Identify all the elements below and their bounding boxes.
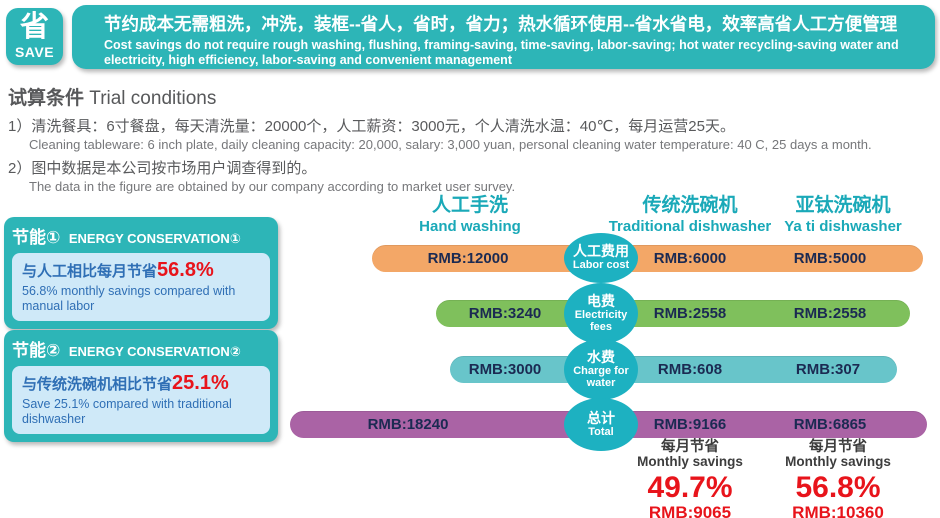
column-header-en: Traditional dishwasher	[608, 218, 772, 235]
trial-item2-en: The data in the figure are obtained by o…	[29, 179, 516, 194]
circle-water-charge: 水费 Charge for water	[564, 339, 638, 400]
value-water-hand: RMB:3000	[468, 361, 542, 378]
trial-title-en: Trial conditions	[84, 88, 217, 109]
energy-box-2-desc: Save 25.1% compared with traditional dis…	[22, 397, 232, 426]
savings-percent: 56.8%	[795, 471, 881, 505]
energy-conservation-box-1: 节能① ENERGY CONSERVATION① 与人工相比每月节省56.8% …	[4, 217, 278, 329]
savings-label-cn: 每月节省	[808, 439, 867, 455]
value-electricity-traditional: RMB:2558	[653, 305, 727, 322]
value-total-traditional: RMB:9166	[653, 416, 727, 433]
trial-title: 试算条件 Trial conditions	[8, 83, 928, 110]
circle-label-cn: 电费	[587, 292, 615, 309]
column-header-hand-washing: 人工手洗 Hand washing	[419, 190, 521, 235]
trial-item1-en: Cleaning tableware: 6 inch plate, daily …	[29, 137, 872, 152]
value-electricity-yati: RMB:2558	[793, 305, 867, 322]
value-total-yati: RMB:6865	[793, 416, 867, 433]
column-header-traditional-dishwasher: 传统洗碗机 Traditional dishwasher	[609, 190, 772, 235]
save-badge: 省 SAVE	[6, 8, 63, 65]
column-header-yati-dishwasher: 亚钛洗碗机 Ya ti dishwasher	[784, 190, 902, 235]
value-labor-hand: RMB:12000	[427, 250, 509, 267]
circle-label-en: Total	[588, 425, 614, 438]
savings-label-en: Monthly savings	[785, 454, 891, 470]
monthly-savings-yati: 每月节省 Monthly savings 56.8% RMB:10360	[785, 439, 891, 518]
value-water-traditional: RMB:608	[657, 361, 723, 378]
energy-box-1-body: 与人工相比每月节省56.8% 56.8% monthly savings com…	[12, 253, 270, 321]
energy-box-1-title-cn: 节能①	[12, 228, 61, 247]
circle-electricity-fees: 电费 Electricity fees	[564, 283, 638, 344]
save-badge-cn: 省	[19, 11, 49, 43]
bar-electricity-fees	[436, 300, 910, 327]
energy-box-1-line: 与人工相比每月节省56.8%	[22, 259, 260, 282]
column-header-cn: 亚钛洗碗机	[795, 195, 891, 216]
circle-label-en: Electricity fees	[574, 309, 628, 333]
column-header-cn: 人工手洗	[431, 195, 508, 216]
trial-item2-cn: 2）图中数据是本公司按市场用户调查得到的。	[8, 160, 317, 177]
energy-conservation-box-2: 节能② ENERGY CONSERVATION② 与传统洗碗机相比节省25.1%…	[4, 330, 278, 442]
energy-box-1-line-cn: 与人工相比每月节省	[22, 263, 158, 280]
monthly-savings-traditional: 每月节省 Monthly savings 49.7% RMB:9065	[637, 439, 743, 518]
savings-label-en: Monthly savings	[637, 454, 743, 470]
energy-box-1-value: 56.8%	[157, 259, 214, 281]
value-labor-traditional: RMB:6000	[653, 250, 727, 267]
circle-label-cn: 人工费用	[573, 243, 629, 260]
energy-box-2-header: 节能② ENERGY CONSERVATION②	[12, 336, 270, 361]
circle-label-cn: 总计	[587, 409, 615, 426]
energy-box-2-line-cn: 与传统洗碗机相比节省	[22, 376, 173, 393]
circle-label-en: Labor cost	[572, 259, 630, 272]
trial-conditions-section: 试算条件 Trial conditions 1）清洗餐具：6寸餐盘，每天清洗量：…	[8, 83, 928, 194]
circle-labor-cost: 人工费用 Labor cost	[564, 233, 638, 283]
savings-amount: RMB:9065	[648, 502, 732, 518]
value-water-yati: RMB:307	[795, 361, 861, 378]
savings-percent: 49.7%	[647, 471, 733, 505]
circle-label-en: Charge for water	[573, 365, 629, 389]
value-electricity-hand: RMB:3240	[468, 305, 542, 322]
energy-box-2-title-cn: 节能②	[12, 341, 61, 360]
bar-water-charge	[450, 356, 897, 383]
trial-title-cn: 试算条件	[8, 88, 85, 109]
energy-box-2-line: 与传统洗碗机相比节省25.1%	[22, 372, 260, 395]
energy-box-1-header: 节能① ENERGY CONSERVATION①	[12, 223, 270, 248]
energy-box-2-body: 与传统洗碗机相比节省25.1% Save 25.1% compared with…	[12, 366, 270, 434]
energy-box-2-value: 25.1%	[172, 372, 229, 394]
value-labor-yati: RMB:5000	[793, 250, 867, 267]
column-header-cn: 传统洗碗机	[642, 195, 738, 216]
bar-labor-cost	[372, 245, 923, 272]
trial-item1-cn: 1）清洗餐具：6寸餐盘，每天清洗量：20000个，人工薪资：3000元，个人清洗…	[8, 118, 735, 135]
column-header-en: Hand washing	[419, 218, 521, 235]
header-title-en: Cost savings do not require rough washin…	[104, 38, 899, 67]
header-title-box: 节约成本无需粗洗，冲洗，装框--省人，省时，省力；热水循环使用--省水省电，效率…	[72, 5, 935, 69]
header-title-cn: 节约成本无需粗洗，冲洗，装框--省人，省时，省力；热水循环使用--省水省电，效率…	[104, 14, 898, 34]
energy-box-1-title-en: ENERGY CONSERVATION①	[68, 231, 241, 246]
value-total-hand: RMB:18240	[367, 416, 449, 433]
savings-amount: RMB:10360	[792, 502, 884, 518]
circle-total: 总计 Total	[564, 398, 638, 451]
save-badge-en: SAVE	[14, 44, 55, 60]
column-header-en: Ya ti dishwasher	[784, 218, 902, 235]
energy-box-1-desc: 56.8% monthly savings compared with manu…	[22, 284, 236, 313]
savings-label-cn: 每月节省	[660, 439, 719, 455]
energy-box-2-title-en: ENERGY CONSERVATION②	[68, 344, 241, 359]
circle-label-cn: 水费	[587, 348, 615, 365]
